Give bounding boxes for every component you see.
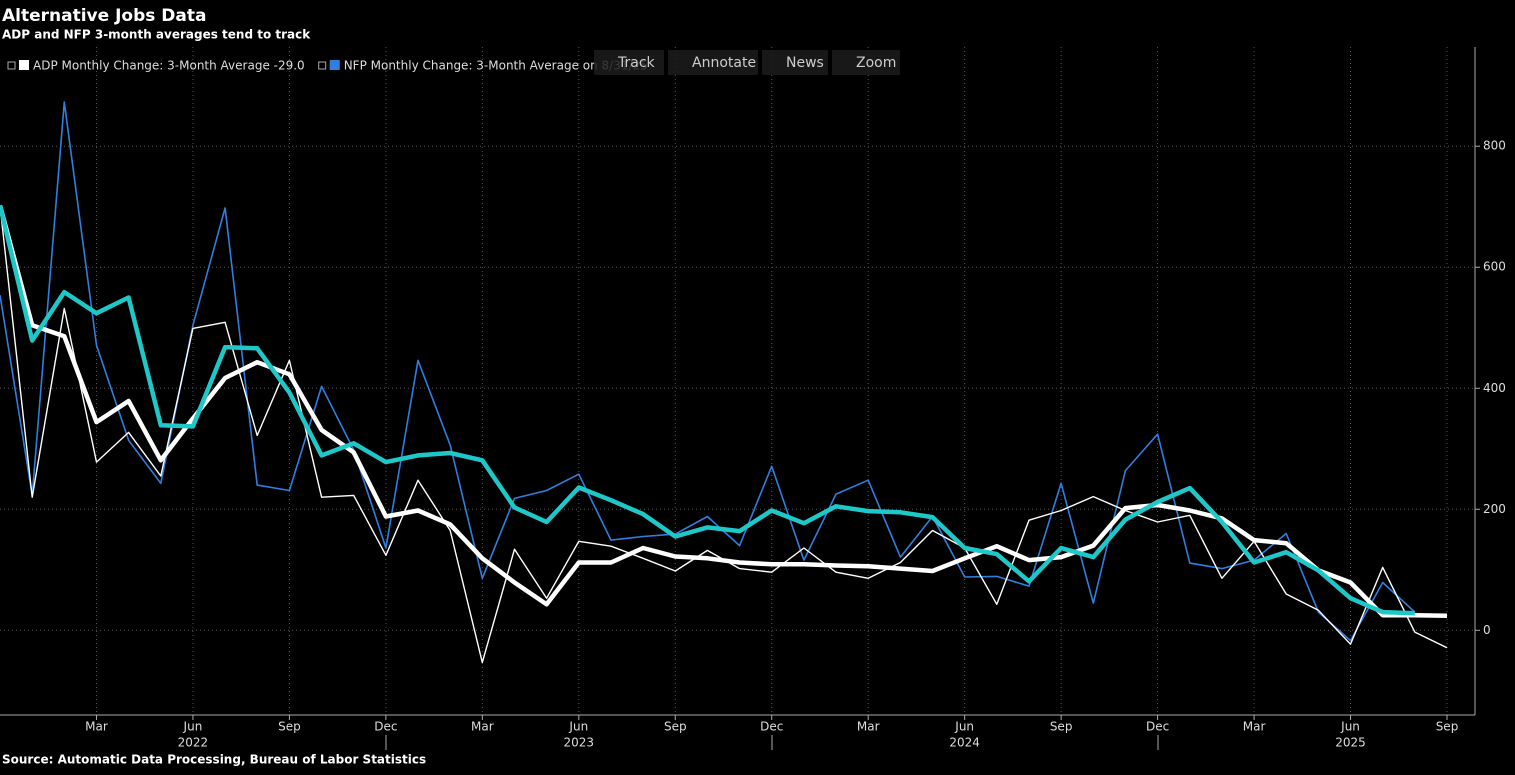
legend-label: NFP Monthly Change: 3-Month Average on 8… <box>344 59 648 73</box>
x-tick-label: Dec <box>374 720 397 734</box>
year-label: 2023 <box>564 736 595 750</box>
y-tick-label: 600 <box>1483 260 1506 274</box>
toolbar-label[interactable]: News <box>786 55 824 71</box>
legend-swatch <box>329 60 340 70</box>
series-line <box>0 204 1415 616</box>
y-tick-label: 0 <box>1483 623 1491 637</box>
x-tick-label: Jun <box>568 720 588 734</box>
toolbar-label[interactable]: Annotate <box>692 55 756 71</box>
x-tick-label: Mar <box>1243 720 1266 734</box>
y-tick-label: 400 <box>1483 381 1506 395</box>
legend-toggle[interactable] <box>318 61 327 70</box>
x-tick-label: Sep <box>1050 720 1073 734</box>
toolbar-button[interactable] <box>668 50 758 75</box>
toolbar-label[interactable]: Track <box>617 55 656 71</box>
x-tick-label: Jun <box>1340 720 1360 734</box>
year-label: 2022 <box>178 736 209 750</box>
x-tick-label: Mar <box>471 720 494 734</box>
x-tick-label: Sep <box>278 720 301 734</box>
grid: 0 200 400 600 800 Mar Jun Sep Dec Mar Jun Sep Dec Mar… <box>0 47 1506 750</box>
chart-title: Alternative Jobs Data <box>2 6 206 26</box>
x-tick-label: Mar <box>857 720 880 734</box>
series-line <box>0 204 1448 619</box>
toolbar-button[interactable] <box>832 50 900 75</box>
y-tick-label: 200 <box>1483 502 1506 516</box>
x-tick-label: Jun <box>954 720 974 734</box>
x-tick-label: Dec <box>760 720 783 734</box>
toolbar-button[interactable] <box>594 50 664 75</box>
legend: ADP Monthly Change: 3-Month Average -29.… <box>7 59 648 73</box>
legend-label: ADP Monthly Change: 3-Month Average -29.… <box>33 59 305 73</box>
year-label: 2025 <box>1335 736 1366 750</box>
legend-toggle[interactable] <box>7 61 16 70</box>
legend-swatch <box>19 60 29 70</box>
toolbar-label[interactable]: Zoom <box>856 55 896 71</box>
lines <box>0 101 1448 664</box>
x-tick-label: Sep <box>1436 720 1459 734</box>
source: Source: Automatic Data Processing, Burea… <box>2 753 426 767</box>
year-label: 2024 <box>949 736 980 750</box>
x-tick-label: Dec <box>1146 720 1169 734</box>
toolbar-button[interactable] <box>762 50 828 75</box>
y-tick-label: 800 <box>1483 139 1506 153</box>
x-tick-label: Mar <box>85 720 108 734</box>
series-line <box>0 101 1416 642</box>
chart-subtitle: ADP and NFP 3-month averages tend to tra… <box>2 28 311 42</box>
x-tick-label: Sep <box>664 720 687 734</box>
toolbar: Track Annotate News Zoom <box>594 50 900 75</box>
x-tick-label: Jun <box>183 720 203 734</box>
